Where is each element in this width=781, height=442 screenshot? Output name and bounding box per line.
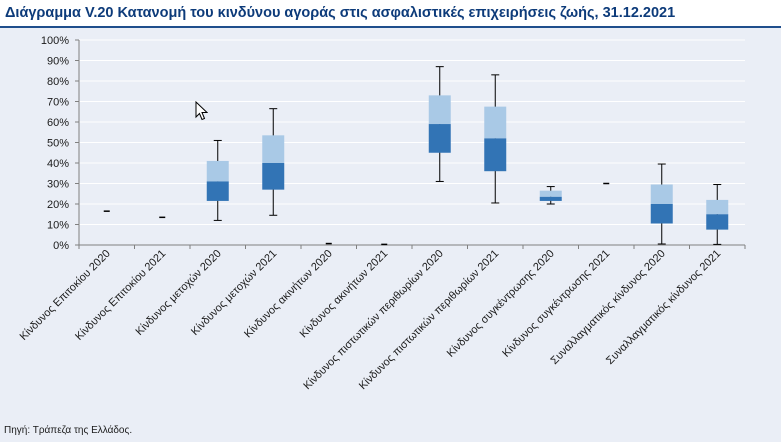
box-3 <box>206 139 229 221</box>
box-upper-quartile <box>650 184 673 204</box>
y-tick-label: 10% <box>47 220 69 232</box>
chart-title: Διάγραμμα V.20 Κατανομή του κινδύνου αγο… <box>5 5 676 21</box>
y-tick-label: 60% <box>47 117 69 129</box>
box-lower-quartile <box>650 204 673 224</box>
x-tick-label: Κίνδυνος Επιτοκίου 2020 <box>18 248 113 343</box>
y-tick-label: 100% <box>41 35 69 47</box>
x-tick-label: Κίνδυνος Επιτοκίου 2021 <box>73 248 168 343</box>
box-upper-quartile <box>206 160 229 182</box>
y-tick-label: 70% <box>47 97 69 109</box>
box-11 <box>650 163 673 245</box>
box-lower-quartile <box>706 214 729 230</box>
y-tick-label: 20% <box>47 199 69 211</box>
box-lower-quartile <box>206 181 229 201</box>
x-tick-label: Συναλλαγματικός κίνδυνος 2020 <box>549 248 668 367</box>
source-note: Πηγή: Τράπεζα της Ελλάδος. <box>4 425 133 436</box>
x-tick-label: Κίνδυνος συγκέντρωσης 2020 <box>445 248 557 360</box>
box-series <box>103 66 729 246</box>
box-lower-quartile <box>428 124 451 153</box>
box-12 <box>706 184 729 245</box>
box-upper-quartile <box>484 106 507 139</box>
box-lower-quartile <box>262 163 285 190</box>
mouse-cursor-icon <box>195 100 209 126</box>
box-upper-quartile <box>262 135 285 163</box>
x-tick-label: Συναλλαγματικός κίνδυνος 2021 <box>604 248 723 367</box>
box-plot-chart: 0% 10% 20% 30% 40% 50% 60% 70% 80% 90% 100% Κίνδυν… <box>18 35 746 392</box>
box-lower-quartile <box>484 138 507 172</box>
chart-title-bar: Διάγραμμα V.20 Κατανομή του κινδύνου αγο… <box>0 0 781 28</box>
x-tick-label: Κίνδυνος συγκέντρωσης 2021 <box>500 248 612 360</box>
box-upper-quartile <box>706 199 729 215</box>
y-tick-label: 30% <box>47 179 69 191</box>
box-4 <box>262 108 285 216</box>
box-upper-quartile <box>539 190 562 197</box>
y-axis: 0% 10% 20% 30% 40% 50% 60% 70% 80% 90% 100% <box>41 35 80 252</box>
box-7 <box>428 66 451 182</box>
chart-area: 0% 10% 20% 30% 40% 50% 60% 70% 80% 90% 100% Κίνδυν… <box>0 28 781 418</box>
y-tick-label: 0% <box>53 240 69 252</box>
box-8 <box>484 74 507 204</box>
y-tick-label: 50% <box>47 138 69 150</box>
y-tick-label: 40% <box>47 158 69 170</box>
y-tick-label: 80% <box>47 76 69 88</box>
grid-lines <box>79 39 745 246</box>
box-lower-quartile <box>539 196 562 201</box>
box-9 <box>539 186 562 205</box>
y-tick-label: 90% <box>47 56 69 68</box>
box-upper-quartile <box>428 95 451 125</box>
